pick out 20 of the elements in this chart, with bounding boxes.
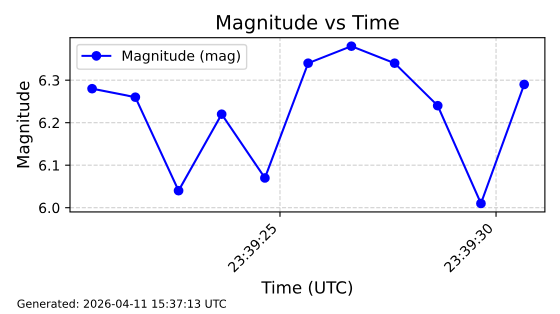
y-tick-label: 6.1 xyxy=(39,160,59,171)
y-tick-label: 6.2 xyxy=(39,118,59,128)
point xyxy=(432,100,443,111)
chart-title: Magnitude vs Time xyxy=(217,14,399,34)
x-axis-title: Time (UTC) xyxy=(261,280,352,296)
y-axis-title: Magnitude xyxy=(16,82,33,168)
point xyxy=(130,92,140,102)
point xyxy=(87,84,97,94)
point xyxy=(216,109,227,120)
legend-label: Magnitude (mag) xyxy=(122,50,240,64)
point xyxy=(346,41,356,52)
point xyxy=(476,198,486,208)
point xyxy=(519,80,530,90)
text: Generated: 2026-04-11 15:37:13 UTC xyxy=(17,299,226,308)
point xyxy=(390,58,400,68)
point xyxy=(260,173,270,183)
y-tick-label: 6.3 xyxy=(39,75,60,86)
point xyxy=(174,186,184,196)
point xyxy=(303,58,313,68)
y-tick-label: 6.0 xyxy=(39,202,60,214)
